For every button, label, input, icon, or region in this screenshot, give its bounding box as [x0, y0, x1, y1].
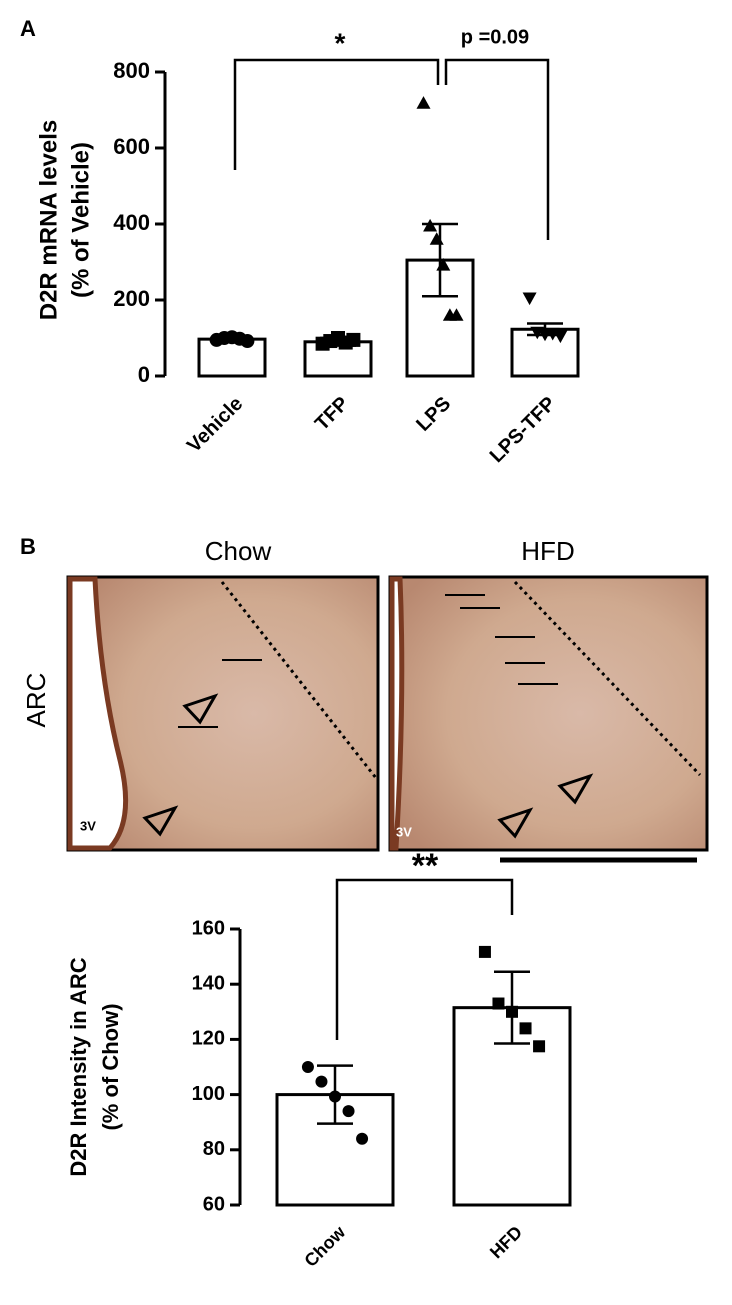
data-point — [301, 1061, 314, 1073]
y-axis-label: D2R mRNA levels — [35, 120, 62, 321]
y-tick-label: 120 — [192, 1028, 225, 1050]
data-point — [429, 232, 444, 245]
data-point — [492, 997, 505, 1010]
bar — [405, 258, 475, 378]
data-point — [449, 308, 464, 321]
data-point — [346, 332, 361, 347]
x-tick-label: Chow — [300, 1221, 349, 1270]
significance-bracket — [233, 58, 440, 170]
arrows — [178, 594, 558, 728]
data-point — [478, 945, 491, 958]
y-tick-label: 140 — [192, 972, 225, 994]
y-tick-label: 60 — [203, 1193, 225, 1215]
x-tick-label: TFP — [311, 393, 353, 435]
panel-label: A — [20, 16, 36, 41]
ventricle — [389, 576, 405, 851]
data-point — [506, 1005, 518, 1018]
region-label: 3V — [80, 818, 96, 833]
data-point — [342, 1105, 355, 1118]
row-label: ARC — [21, 673, 51, 728]
image-title: HFD — [521, 536, 574, 566]
data-point — [533, 1040, 546, 1053]
data-point — [436, 258, 451, 271]
x-tick-label: LPS-TFP — [486, 393, 560, 467]
y-tick-label: 80 — [203, 1138, 225, 1160]
ventricle — [67, 576, 129, 851]
significance-bracket — [335, 878, 514, 1040]
image-title: Chow — [205, 536, 272, 566]
x-tick-label: LPS — [412, 393, 455, 436]
boundary — [513, 580, 702, 777]
y-tick-label: 800 — [113, 58, 150, 83]
bar — [303, 340, 373, 378]
data-point — [240, 334, 255, 349]
data-point — [522, 292, 537, 306]
annotation: p =0.09 — [461, 26, 529, 48]
y-axis-label: D2R Intensity in ARC — [66, 957, 91, 1176]
panel-label: B — [20, 534, 36, 559]
x-tick-label: HFD — [486, 1222, 526, 1262]
annotation: * — [335, 27, 346, 58]
y-tick-label: 200 — [113, 286, 150, 311]
data-point — [423, 218, 438, 232]
arrowheads — [142, 693, 594, 839]
bar — [197, 337, 267, 378]
data-point — [356, 1132, 369, 1145]
y-axis-label: (% of Vehicle) — [67, 142, 94, 298]
y-tick-label: 100 — [192, 1083, 225, 1105]
y-tick-label: 160 — [192, 917, 225, 939]
data-point — [315, 1075, 328, 1088]
data-point — [519, 1022, 532, 1035]
y-tick-label: 600 — [113, 134, 150, 159]
y-tick-label: 0 — [138, 362, 150, 387]
data-point — [329, 1090, 341, 1103]
y-tick-label: 400 — [113, 210, 150, 235]
x-tick-label: Vehicle — [183, 393, 247, 457]
micrograph — [388, 575, 709, 852]
significance-bracket — [444, 58, 550, 240]
region-label: 3V — [396, 824, 412, 839]
data-point — [416, 96, 431, 109]
data-point — [553, 330, 568, 344]
annotation: ** — [412, 847, 439, 885]
y-axis-label: (% of Chow) — [98, 1003, 123, 1130]
